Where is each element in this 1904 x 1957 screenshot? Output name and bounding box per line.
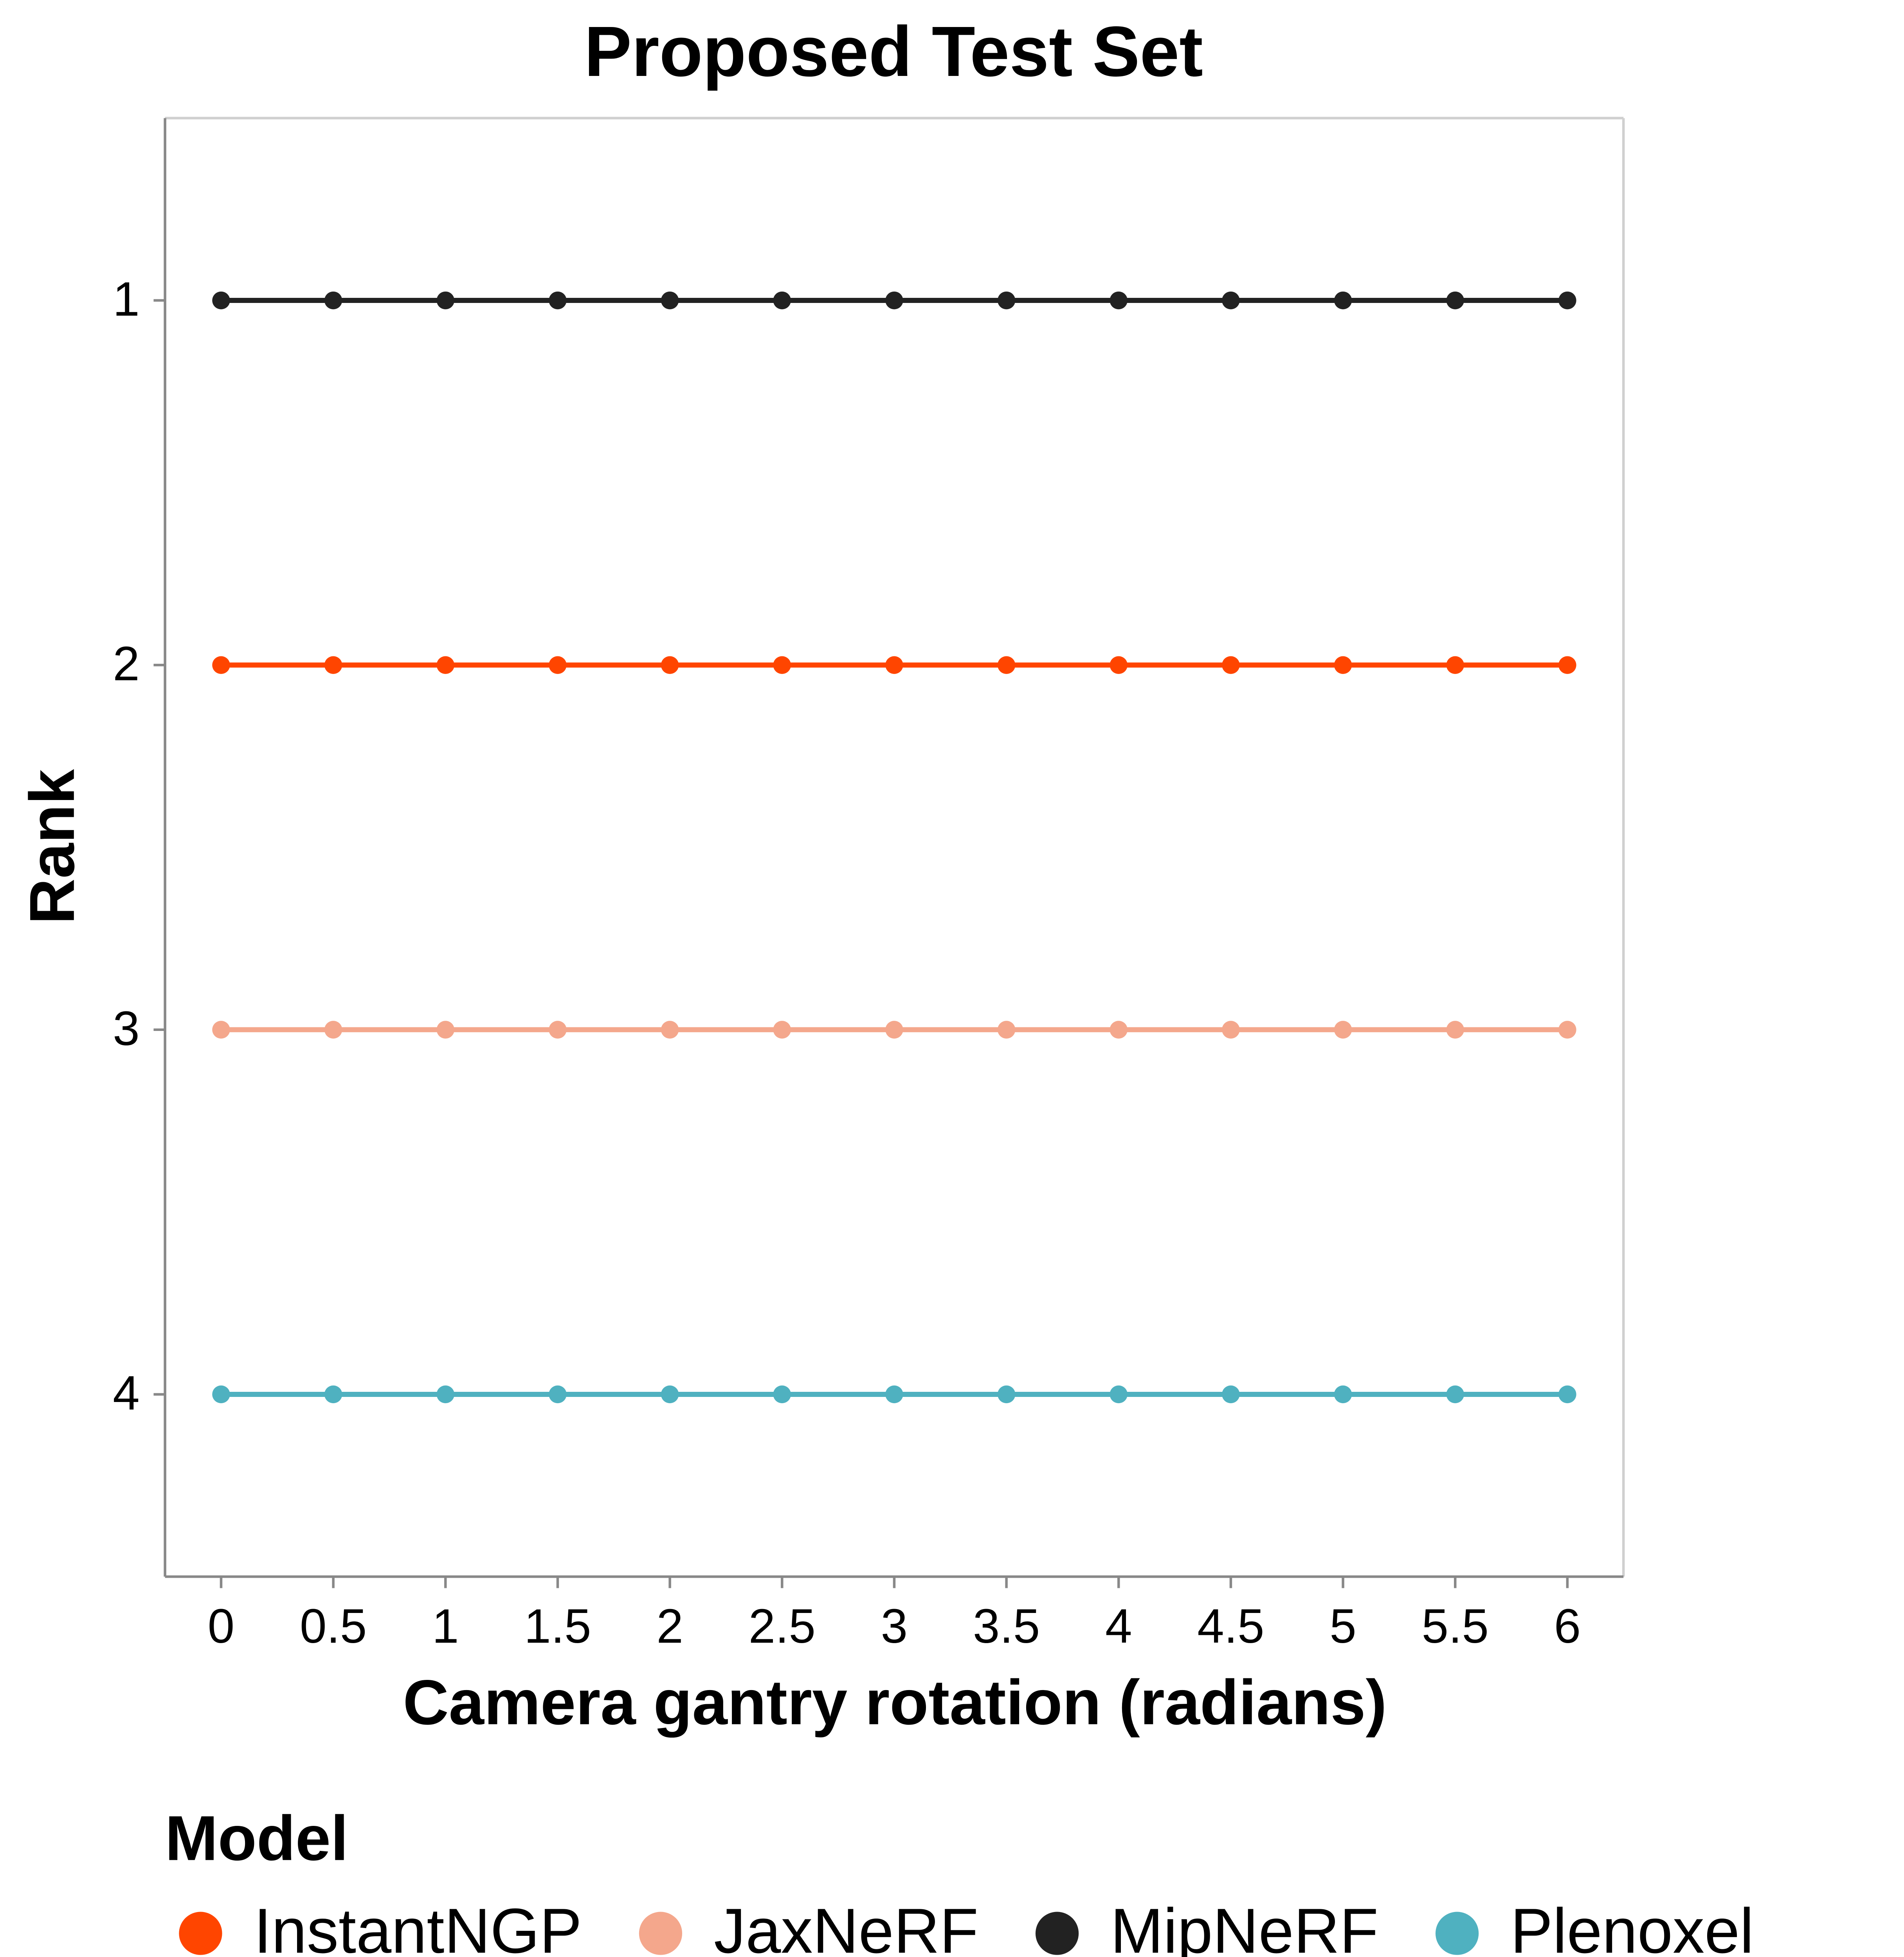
data-point: [212, 1385, 230, 1404]
data-point: [773, 656, 791, 674]
data-point: [1446, 1021, 1464, 1039]
data-point: [1446, 1385, 1464, 1404]
legend-label: JaxNeRF: [714, 1896, 978, 1957]
data-point: [1222, 291, 1240, 310]
x-tick-label: 1.5: [524, 1599, 591, 1653]
x-tick-label: 4.5: [1197, 1599, 1264, 1653]
data-point: [324, 291, 342, 310]
data-point: [1558, 1385, 1576, 1404]
y-tick-label: 2: [113, 637, 140, 691]
data-point: [324, 656, 342, 674]
x-tick-label: 6: [1554, 1599, 1581, 1653]
data-point: [661, 1385, 679, 1404]
data-point: [997, 1385, 1016, 1404]
data-point: [1558, 656, 1576, 674]
x-tick-label: 0: [208, 1599, 235, 1653]
legend-label: MipNeRF: [1110, 1896, 1378, 1957]
x-tick-label: 0.5: [300, 1599, 367, 1653]
x-tick-label: 2: [656, 1599, 683, 1653]
x-tick-label: 5: [1329, 1599, 1356, 1653]
data-point: [1222, 1385, 1240, 1404]
data-point: [324, 1385, 342, 1404]
data-point: [661, 656, 679, 674]
legend-marker: [1435, 1912, 1479, 1955]
data-point: [436, 1385, 454, 1404]
data-point: [1110, 1385, 1128, 1404]
data-point: [1334, 1021, 1352, 1039]
data-point: [324, 1021, 342, 1039]
chart-title: Proposed Test Set: [584, 12, 1203, 91]
data-point: [1334, 291, 1352, 310]
data-point: [773, 1021, 791, 1039]
x-axis-title: Camera gantry rotation (radians): [403, 1667, 1387, 1738]
legend-marker: [179, 1912, 222, 1955]
x-tick-label: 2.5: [749, 1599, 816, 1653]
data-point: [436, 291, 454, 310]
data-point: [997, 291, 1016, 310]
data-point: [1222, 1021, 1240, 1039]
data-point: [212, 1021, 230, 1039]
data-point: [212, 291, 230, 310]
data-point: [773, 1385, 791, 1404]
data-point: [1446, 291, 1464, 310]
data-point: [212, 656, 230, 674]
data-point: [885, 291, 903, 310]
data-point: [773, 291, 791, 310]
x-tick-label: 1: [432, 1599, 459, 1653]
data-point: [661, 1021, 679, 1039]
data-point: [1446, 656, 1464, 674]
data-point: [885, 1385, 903, 1404]
data-point: [549, 1385, 567, 1404]
legend-marker: [1035, 1912, 1079, 1955]
data-point: [436, 1021, 454, 1039]
data-point: [1110, 1021, 1128, 1039]
x-tick-label: 4: [1105, 1599, 1132, 1653]
data-point: [436, 656, 454, 674]
legend-title: Model: [165, 1803, 348, 1874]
data-point: [1110, 656, 1128, 674]
y-tick-label: 4: [113, 1366, 140, 1420]
legend-label: Plenoxel: [1510, 1896, 1754, 1957]
legend-marker: [639, 1912, 683, 1955]
x-tick-label: 3.5: [973, 1599, 1040, 1653]
data-point: [661, 291, 679, 310]
y-tick-label: 3: [113, 1002, 140, 1056]
data-point: [1558, 291, 1576, 310]
data-point: [549, 1021, 567, 1039]
x-tick-label: 5.5: [1422, 1599, 1489, 1653]
data-point: [549, 656, 567, 674]
data-point: [1222, 656, 1240, 674]
legend-label: InstantNGP: [254, 1896, 582, 1957]
data-point: [1334, 1385, 1352, 1404]
data-point: [1558, 1021, 1576, 1039]
data-point: [885, 1021, 903, 1039]
y-axis-title: Rank: [17, 769, 88, 924]
data-point: [549, 291, 567, 310]
data-point: [1334, 656, 1352, 674]
data-point: [885, 656, 903, 674]
data-point: [997, 656, 1016, 674]
data-point: [1110, 291, 1128, 310]
data-point: [997, 1021, 1016, 1039]
y-tick-label: 1: [113, 272, 140, 326]
x-tick-label: 3: [881, 1599, 908, 1653]
